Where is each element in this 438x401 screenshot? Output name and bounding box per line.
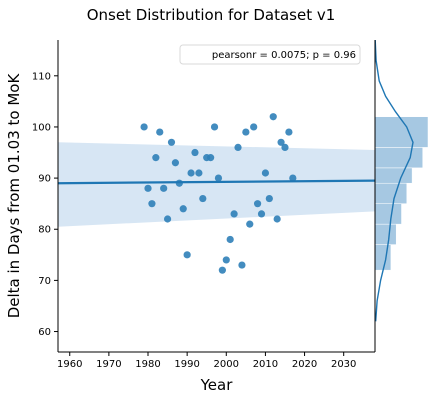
scatter-point xyxy=(156,128,164,136)
scatter-point xyxy=(144,184,152,192)
scatter-point xyxy=(171,159,180,167)
y-axis-label: Delta in Days from 01.03 to MoK xyxy=(5,73,23,319)
y-ticks: 60 70 80 90 100 110 xyxy=(32,71,58,338)
scatter-point xyxy=(160,184,168,192)
scatter-point xyxy=(140,123,148,131)
histogram-bar xyxy=(374,182,408,204)
histogram-bar xyxy=(374,223,397,245)
scatter-point xyxy=(265,194,273,203)
scatter-point xyxy=(289,174,297,182)
scatter-point xyxy=(261,169,270,177)
x-tick-label: 2010 xyxy=(253,359,278,370)
y-tick-label: 100 xyxy=(32,122,51,133)
x-tick-label: 2030 xyxy=(331,359,356,370)
histogram-bar xyxy=(374,116,429,148)
x-tick-label: 2020 xyxy=(292,359,317,370)
scatter-point xyxy=(226,235,234,244)
chart-title: Onset Distribution for Dataset v1 xyxy=(87,6,336,24)
x-tick-label: 2000 xyxy=(214,359,239,370)
y-tick-label: 70 xyxy=(38,276,51,287)
scatter-point xyxy=(187,169,195,177)
confidence-band xyxy=(58,142,375,227)
scatter-point xyxy=(246,220,254,228)
legend-label: pearsonr = 0.0075; p = 0.96 xyxy=(212,50,356,61)
x-axis-label: Year xyxy=(200,376,234,394)
scatter-point xyxy=(269,113,277,121)
legend: pearsonr = 0.0075; p = 0.96 xyxy=(179,44,361,65)
scatter-point xyxy=(250,123,258,131)
histogram-bar xyxy=(374,203,402,225)
x-tick-label: 1990 xyxy=(174,359,199,370)
y-tick-label: 90 xyxy=(38,174,51,185)
scatter-point xyxy=(163,215,172,223)
histogram-bar xyxy=(374,147,423,169)
x-tick-label: 1980 xyxy=(135,359,160,370)
scatter-point xyxy=(214,174,223,182)
regression-line xyxy=(57,179,376,185)
scatter-point xyxy=(148,200,156,208)
scatter-point xyxy=(273,215,281,223)
scatter-point xyxy=(222,256,230,264)
scatter-point xyxy=(257,210,266,218)
scatter-point xyxy=(183,251,191,259)
scatter-point xyxy=(285,128,293,136)
y-tick-label: 60 xyxy=(38,327,51,338)
scatter-point xyxy=(238,261,246,269)
scatter-point xyxy=(195,169,203,177)
marginal-kde-curve xyxy=(374,39,414,322)
main-plot-area: 1960 1970 1980 1990 2000 2010 2020 2030 60 70 80 9… xyxy=(32,40,376,370)
scatter-point xyxy=(234,143,242,152)
y-tick-label: 110 xyxy=(32,71,51,82)
scatter-point xyxy=(167,138,176,146)
scatter-point xyxy=(210,123,219,131)
scatter-point xyxy=(179,205,187,213)
y-tick-label: 80 xyxy=(38,225,51,236)
scatter-points xyxy=(140,113,297,274)
x-ticks: 1960 1970 1980 1990 2000 2010 2020 2030 xyxy=(57,352,356,370)
scatter-point xyxy=(242,128,250,136)
scatter-point xyxy=(277,138,285,146)
scatter-point xyxy=(230,210,238,218)
scatter-point xyxy=(191,148,199,157)
legend-box xyxy=(179,44,361,65)
x-tick-label: 1970 xyxy=(96,359,121,370)
marginal-histogram xyxy=(374,116,429,271)
scatter-point xyxy=(253,200,262,208)
marginal-y-distribution xyxy=(374,39,429,352)
histogram-bar xyxy=(374,167,413,184)
x-tick-label: 1960 xyxy=(57,359,82,370)
histogram-bar xyxy=(374,244,392,271)
scatter-point xyxy=(152,154,160,162)
scatter-point xyxy=(281,143,289,152)
scatter-point xyxy=(207,154,215,162)
scatter-point xyxy=(199,194,207,203)
scatter-point xyxy=(218,266,226,274)
